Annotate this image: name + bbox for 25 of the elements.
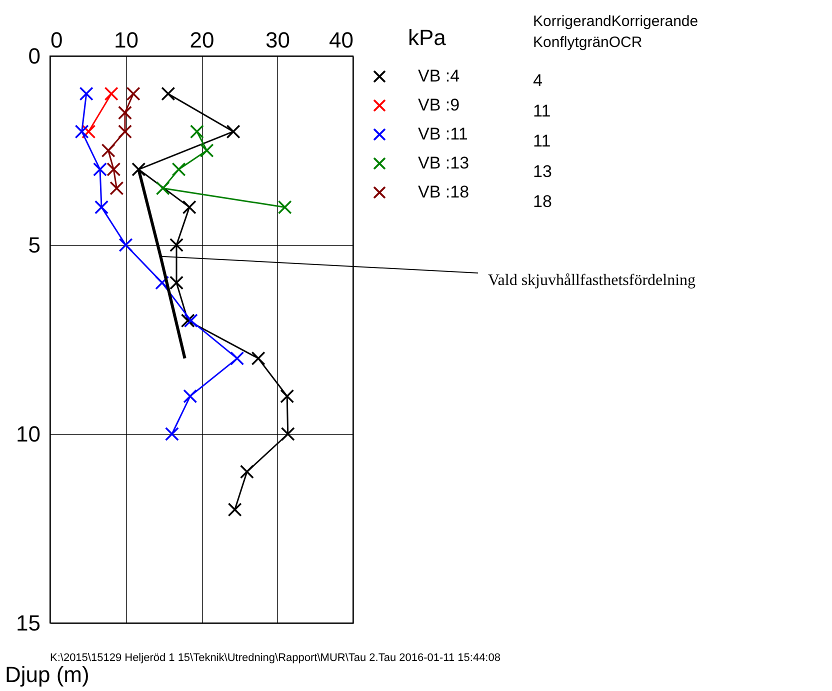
legend-label: VB :9	[418, 96, 460, 114]
y-tick-label: 15	[16, 610, 40, 636]
text: KorrigerandKorrigerande	[533, 13, 698, 30]
legend-label: VB :4	[418, 66, 460, 86]
legend-label: VB :13	[418, 154, 470, 172]
y-axis-title: Djup (m)	[5, 662, 90, 687]
y-tick-label: 0	[28, 44, 40, 68]
text: 11	[533, 101, 551, 120]
x-tick-label: 0	[50, 28, 63, 52]
text: 13	[533, 162, 552, 181]
legend-label: VB :18	[418, 182, 470, 202]
y-tick-label: 5	[28, 232, 40, 258]
text: K:\2015\15129 Heljeröd 1 15\Teknik\Utredning\Rapport\MUR\Tau 2.Tau 2016-01-11 15:44:08	[50, 652, 500, 664]
text: 11	[533, 132, 551, 151]
x-tick-label: 40	[329, 28, 354, 52]
x-tick-label: 20	[190, 28, 214, 52]
y-tick-label: 10	[16, 422, 40, 446]
x-tick-label: 10	[114, 28, 138, 52]
annotation: Vald skjuvhållfasthetsfördelning	[488, 272, 696, 289]
text: 18	[533, 192, 552, 212]
text: 4	[533, 71, 542, 90]
legend-label: VB :11	[418, 124, 468, 144]
x-tick-label: 30	[266, 28, 290, 52]
text: KonflytgränOCR	[533, 34, 642, 51]
x-axis-title: kPa	[408, 25, 447, 50]
